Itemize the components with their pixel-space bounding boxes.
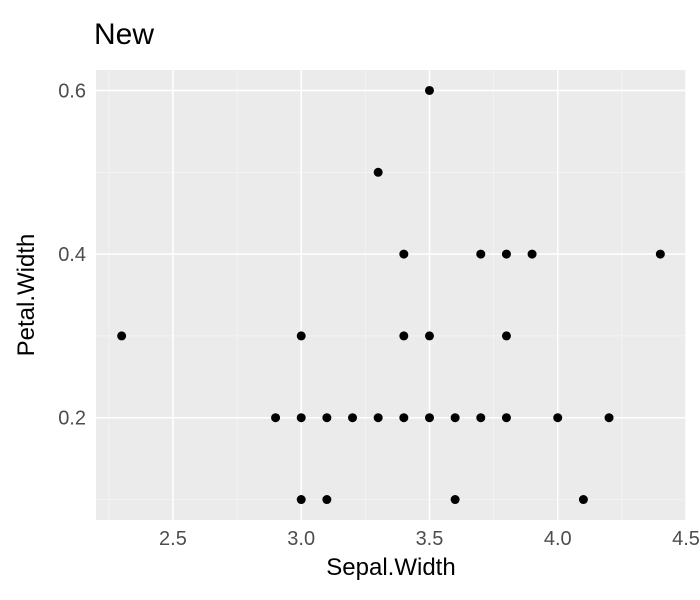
x-tick-label: 3.0: [287, 528, 315, 550]
data-point: [117, 331, 126, 340]
x-tick-label: 2.5: [159, 528, 187, 550]
data-point: [502, 413, 511, 422]
data-point: [399, 331, 408, 340]
panel-background: [96, 70, 686, 520]
y-axis-title: Petal.Width: [13, 234, 40, 357]
x-tick-label: 4.0: [544, 528, 572, 550]
data-point: [502, 331, 511, 340]
data-point: [502, 250, 511, 259]
y-tick-label: 0.6: [58, 80, 86, 102]
data-point: [528, 250, 537, 259]
x-axis-title: Sepal.Width: [326, 554, 455, 581]
data-point: [425, 331, 434, 340]
data-point: [425, 413, 434, 422]
data-point: [322, 413, 331, 422]
data-point: [476, 413, 485, 422]
data-point: [425, 86, 434, 95]
data-point: [605, 413, 614, 422]
data-point: [322, 495, 331, 504]
y-tick-label: 0.4: [58, 244, 86, 266]
data-point: [579, 495, 588, 504]
scatter-plot: 2.53.03.54.04.50.20.40.6Sepal.WidthPetal…: [96, 70, 686, 520]
data-point: [451, 495, 460, 504]
x-tick-label: 3.5: [416, 528, 444, 550]
data-point: [271, 413, 280, 422]
x-tick-label: 4.5: [672, 528, 700, 550]
data-point: [476, 250, 485, 259]
data-point: [297, 495, 306, 504]
data-point: [656, 250, 665, 259]
data-point: [451, 413, 460, 422]
data-point: [399, 250, 408, 259]
data-point: [297, 331, 306, 340]
data-point: [553, 413, 562, 422]
data-point: [348, 413, 357, 422]
data-point: [374, 168, 383, 177]
y-tick-label: 0.2: [58, 408, 86, 430]
data-point: [374, 413, 383, 422]
data-point: [297, 413, 306, 422]
chart-container: New 2.53.03.54.04.50.20.40.6Sepal.WidthP…: [0, 0, 700, 600]
chart-title: New: [94, 18, 154, 52]
data-point: [399, 413, 408, 422]
